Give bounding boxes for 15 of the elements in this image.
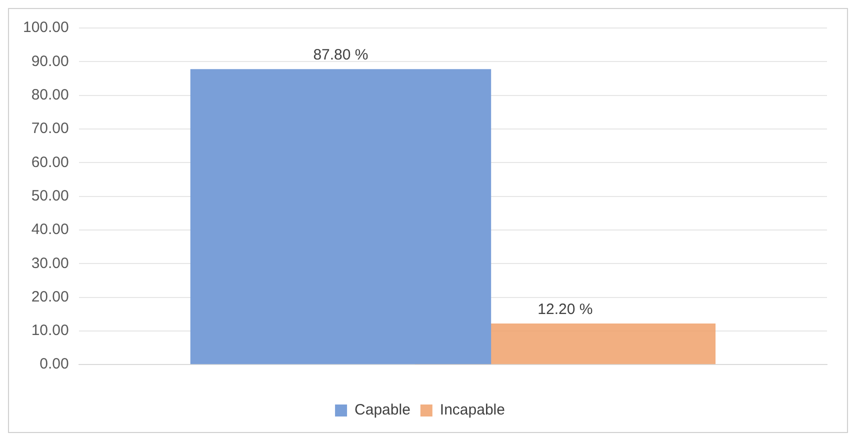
y-tick-label: 40.00 [31,221,69,238]
data-label: 87.80 % [313,46,368,64]
y-tick-label: 30.00 [31,254,69,272]
y-tick-label: 10.00 [31,322,69,340]
y-tick-label: 60.00 [31,154,69,171]
data-label: 12.20 % [538,301,593,318]
y-tick-label: 80.00 [31,86,69,104]
y-tick-label: 70.00 [31,120,69,138]
legend-label: Capable [354,402,410,419]
legend-label: Incapable [440,402,505,419]
y-tick-label: 50.00 [31,187,69,204]
y-tick-label: 20.00 [31,288,69,306]
y-tick-label: 0.00 [40,356,69,373]
y-tick-label: 100.00 [22,19,69,36]
y-tick-label: 90.00 [31,52,69,70]
